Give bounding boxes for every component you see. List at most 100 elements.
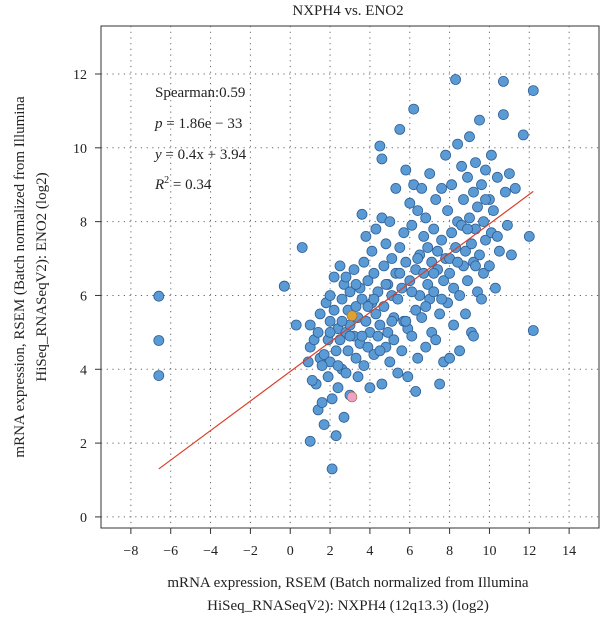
data-point bbox=[430, 194, 442, 205]
data-point bbox=[458, 194, 469, 205]
data-point bbox=[485, 149, 497, 161]
data-point bbox=[392, 367, 404, 379]
data-point bbox=[374, 319, 386, 331]
data-point bbox=[448, 319, 460, 331]
y-tick-label: 10 bbox=[73, 142, 87, 157]
spearman-text: Spearman:0.59 bbox=[155, 85, 245, 101]
data-point bbox=[436, 234, 448, 246]
data-point bbox=[324, 315, 336, 327]
data-point bbox=[483, 260, 495, 272]
data-point bbox=[306, 374, 318, 386]
data-point bbox=[474, 114, 485, 126]
data-point bbox=[362, 301, 374, 312]
data-point bbox=[509, 182, 521, 194]
data-point bbox=[318, 349, 330, 360]
data-point bbox=[374, 140, 386, 152]
data-point bbox=[378, 260, 390, 272]
data-point bbox=[436, 182, 448, 194]
highlight-point bbox=[346, 391, 358, 403]
data-point bbox=[497, 76, 509, 87]
data-point bbox=[324, 326, 336, 338]
data-point bbox=[505, 249, 517, 261]
data-point bbox=[358, 256, 370, 268]
data-point bbox=[428, 286, 440, 298]
data-point bbox=[332, 382, 344, 394]
data-point bbox=[344, 330, 356, 342]
x-tick-label: 0 bbox=[287, 544, 294, 559]
data-point bbox=[416, 312, 428, 324]
data-point bbox=[464, 212, 475, 224]
data-point bbox=[480, 164, 491, 176]
data-point bbox=[422, 242, 434, 253]
data-point bbox=[527, 325, 539, 336]
data-point bbox=[487, 205, 499, 217]
data-point bbox=[374, 345, 386, 357]
data-point bbox=[392, 293, 404, 305]
y-tick-label: 0 bbox=[80, 511, 87, 526]
data-point bbox=[410, 385, 422, 397]
x-tick-label: 6 bbox=[406, 544, 413, 559]
data-point bbox=[368, 267, 380, 279]
data-point bbox=[356, 293, 368, 305]
data-point bbox=[438, 275, 450, 287]
data-point bbox=[390, 182, 402, 194]
regression-line bbox=[158, 190, 534, 470]
data-point bbox=[476, 293, 487, 305]
data-point bbox=[370, 223, 382, 235]
data-point bbox=[478, 216, 489, 228]
x-tick-label: 10 bbox=[482, 544, 496, 559]
data-point bbox=[402, 371, 414, 383]
data-point bbox=[360, 230, 372, 242]
data-point bbox=[153, 290, 165, 302]
data-point bbox=[336, 315, 348, 327]
stats-annotation: Spearman:0.59 p = 1.86e − 33 y = 0.4x + … bbox=[153, 85, 247, 193]
data-point bbox=[462, 275, 473, 287]
data-point bbox=[468, 186, 479, 198]
data-point bbox=[406, 286, 418, 298]
highlight-point bbox=[346, 310, 358, 322]
data-point bbox=[318, 419, 330, 431]
data-point bbox=[394, 267, 406, 279]
y-tick-label: 12 bbox=[73, 68, 87, 83]
x-tick-label: −8 bbox=[123, 544, 138, 559]
data-point bbox=[406, 219, 418, 231]
data-point bbox=[456, 160, 468, 172]
data-point bbox=[462, 171, 473, 183]
x-axis-label-line-2: HiSeq_RNASeqV2): NXPH4 (12q13.3) (log2) bbox=[207, 598, 489, 614]
data-point bbox=[478, 267, 489, 279]
data-point bbox=[434, 308, 446, 320]
data-point bbox=[382, 326, 394, 338]
p-value-text: p = 1.86e − 33 bbox=[154, 116, 242, 132]
data-point bbox=[452, 138, 464, 150]
data-point bbox=[312, 326, 324, 338]
data-point bbox=[400, 164, 412, 176]
y-tick-label: 6 bbox=[80, 289, 87, 304]
data-point bbox=[394, 123, 406, 135]
x-axis-ticks: −8 −6 −4 −2 0 2 4 6 8 10 12 14 bbox=[123, 528, 576, 559]
data-point bbox=[499, 186, 511, 198]
data-point bbox=[446, 179, 458, 191]
r-squared-text: R2 = 0.34 bbox=[154, 175, 212, 193]
x-tick-label: −4 bbox=[203, 544, 218, 559]
data-point bbox=[450, 242, 462, 253]
equation-text: y = 0.4x + 3.94 bbox=[153, 147, 247, 163]
data-point bbox=[324, 290, 336, 301]
data-point bbox=[406, 330, 418, 342]
data-point bbox=[153, 370, 165, 382]
data-point bbox=[412, 352, 424, 364]
data-point bbox=[404, 275, 416, 287]
data-point bbox=[350, 352, 362, 364]
data-point bbox=[380, 278, 392, 290]
y-axis-ticks: 0 2 4 6 8 10 12 bbox=[73, 68, 101, 526]
data-point bbox=[468, 330, 479, 342]
data-point bbox=[398, 227, 410, 239]
data-point bbox=[340, 367, 352, 379]
x-tick-label: 14 bbox=[562, 544, 576, 559]
chart-title: NXPH4 vs. ENO2 bbox=[292, 3, 403, 19]
data-point bbox=[412, 253, 424, 264]
data-point bbox=[436, 293, 448, 305]
data-point bbox=[368, 293, 380, 305]
data-point bbox=[394, 242, 406, 253]
data-point bbox=[420, 341, 432, 353]
